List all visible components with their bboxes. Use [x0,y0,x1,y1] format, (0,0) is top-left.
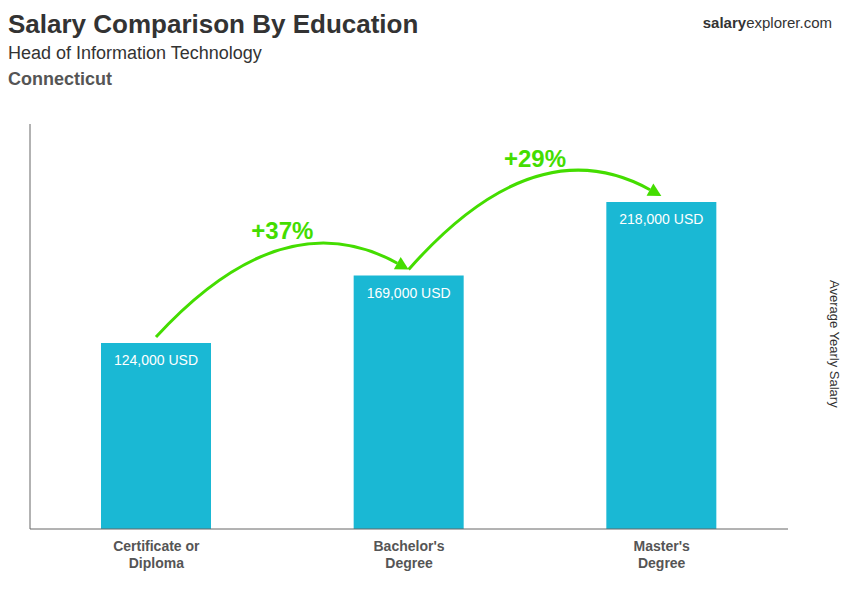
svg-text:218,000 USD: 218,000 USD [619,211,703,227]
svg-text:124,000 USD: 124,000 USD [114,352,198,368]
html-text:Salary Comparison By Education: Salary Comparison By Education [8,9,419,39]
svg-text:Master'sDegree: Master'sDegree [634,538,690,571]
html-text:Average Yearly Salary: Average Yearly Salary [827,280,842,408]
svg-text:169,000 USD: 169,000 USD [367,285,451,301]
svg-text:Bachelor'sDegree: Bachelor'sDegree [373,538,444,571]
svg-text:+37%: +37% [251,217,313,244]
html-text:Head of Information Technology: Head of Information Technology [8,43,262,63]
html-text:Connecticut: Connecticut [8,69,112,89]
html-text:salary explorer.com: salary explorer.com [702,14,832,31]
svg-text:Certificate orDiploma: Certificate orDiploma [113,538,200,571]
svg-text:+29%: +29% [504,145,566,172]
